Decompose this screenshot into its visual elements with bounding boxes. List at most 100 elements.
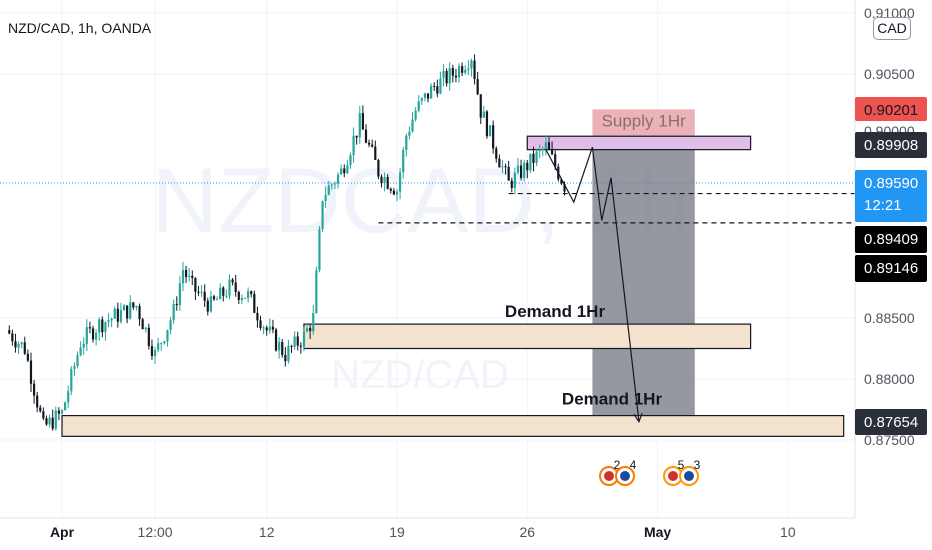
candle-body [495,148,498,159]
candle-body [473,60,476,80]
candle-body [392,190,395,195]
price-tag-text: 0.90201 [864,102,918,119]
price-tag-current[interactable]: 0.89590 12:21 [855,170,927,222]
price-tag-level[interactable]: 0.89409 [855,226,927,253]
candle-body [464,69,467,73]
candle-body [284,354,287,362]
price-tag-resistance[interactable]: 0.89908 [855,132,927,158]
event-marker[interactable]: 4 [615,458,637,486]
time-tick-label: 26 [519,524,535,540]
event-count: 5 [678,458,685,472]
price-tag-text: 0.87654 [864,414,918,431]
candle-body [358,113,361,138]
candle-body [461,66,464,73]
event-marker[interactable]: 2 [599,458,621,486]
candle-body [48,417,51,425]
candle-body [433,85,436,87]
candle-body [91,328,95,340]
candle-body [523,162,526,178]
candle-body [259,320,262,329]
candle-body [225,295,228,297]
candle-body [563,183,566,192]
candle-body [231,279,234,283]
time-scale[interactable]: Apr 12:00 12 19 26 May 10 [0,517,932,550]
candle-body [122,305,126,311]
candle-body [126,305,129,319]
candle-body [209,296,212,312]
symbol-title: NZD/CAD, 1h, OANDA [8,20,152,36]
candle-body [405,135,408,150]
candle-body [119,310,123,322]
demand-zone[interactable] [303,323,752,350]
candle-body [212,296,216,300]
candle-body [554,154,557,167]
candle-body [439,78,442,94]
candle-body [510,180,513,188]
projection-arrowhead [633,413,643,424]
candle-body [519,165,523,178]
candle-body [430,85,433,99]
candle-body [330,184,333,186]
candle-body [169,320,172,330]
drawings[interactable] [378,147,855,424]
candle-body [129,302,132,319]
price-tag-supply[interactable]: 0.90201 [855,97,927,121]
price-tag-bg [855,97,927,121]
candle-body [8,330,11,334]
candle-body [374,146,377,160]
candle-body [107,320,110,323]
price-tag-level[interactable]: 0.89146 [855,255,927,282]
candle-body [14,341,17,348]
candle-body [327,185,330,195]
candle-body [215,299,219,301]
candle-body [302,331,306,347]
price-tick-label: 0.88000 [864,371,915,387]
candle-body [256,312,259,321]
candle-body [361,113,364,130]
candle-body [383,177,386,184]
candle-body [355,135,358,138]
candle-body [318,229,321,271]
candle-body [402,149,405,173]
candle-body [364,129,368,143]
demand-zone[interactable] [61,415,845,437]
candle-body [237,291,240,300]
candle-body [274,329,278,351]
event-marker[interactable]: 3 [679,458,701,486]
price-tag-bg [855,132,927,158]
candle-body [321,201,324,230]
candle-body [113,308,116,319]
price-tag-bg [855,226,927,253]
flag-icon [620,471,630,481]
candle-body [498,158,501,168]
candle-body [268,326,271,331]
candle-body [57,410,60,414]
candle-body [26,353,29,361]
candle-body [160,343,163,345]
candle-body [371,144,374,147]
candle-body [206,300,209,312]
candle-body [132,302,135,308]
event-marker[interactable]: 5 [663,458,685,486]
candle-body [253,293,256,313]
price-tag-demand[interactable]: 0.87654 [855,409,927,435]
candle-body [312,313,315,332]
zones[interactable]: Supply 1Hr Demand 1Hr Demand 1Hr [61,109,845,437]
grid [0,0,855,518]
candle-body [200,291,203,293]
price-scale[interactable]: 0.910000.905000.885000.880000.875000.900… [854,0,932,518]
candle-body [184,270,188,277]
time-tick-label: 10 [780,524,796,540]
currency-badge[interactable]: CAD [873,17,911,40]
candle-body [470,60,473,69]
short-position-target-area [592,147,695,422]
candle-body [20,342,23,345]
candle-body [507,166,510,181]
resistance-zone[interactable] [526,135,752,151]
candle-body [399,172,402,192]
candle-body [79,347,82,356]
candle-body [181,270,185,284]
candle-body [550,149,554,155]
